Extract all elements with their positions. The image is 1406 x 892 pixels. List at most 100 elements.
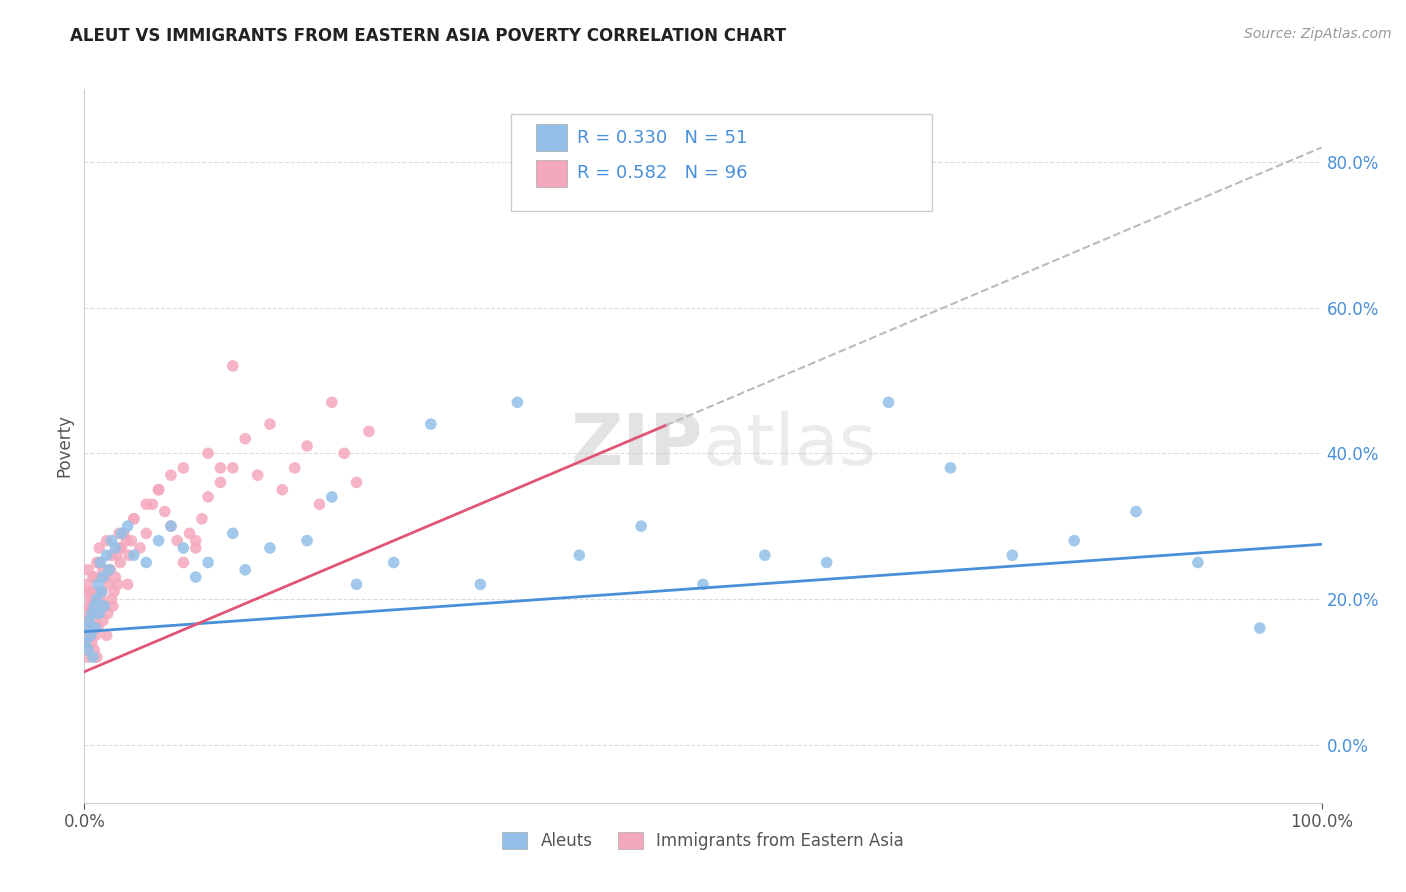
Text: ZIP: ZIP [571, 411, 703, 481]
Point [110, 541, 132, 555]
Y-axis label: Poverty: Poverty [55, 415, 73, 477]
Point [110, 526, 132, 541]
Point [79, 584, 101, 599]
Point [98, 563, 121, 577]
Point [346, 577, 368, 591]
Point [1249, 621, 1271, 635]
Point [172, 460, 194, 475]
Point [80, 635, 103, 649]
Point [1001, 548, 1024, 562]
Point [75, 635, 97, 649]
Point [506, 395, 529, 409]
Point [76, 621, 98, 635]
Point [197, 556, 219, 570]
Point [82, 621, 104, 635]
Point [939, 460, 962, 475]
Point [108, 541, 131, 555]
Point [76, 577, 98, 591]
Point [83, 614, 105, 628]
Point [141, 497, 163, 511]
Point [692, 577, 714, 591]
Point [89, 556, 111, 570]
Point [90, 584, 112, 599]
FancyBboxPatch shape [536, 160, 567, 187]
Point [233, 432, 256, 446]
Point [100, 591, 122, 606]
Point [80, 607, 103, 621]
Point [222, 359, 245, 373]
Point [1125, 504, 1147, 518]
Point [308, 497, 330, 511]
Point [80, 607, 103, 621]
Point [470, 577, 492, 591]
Point [77, 614, 100, 628]
Point [568, 548, 591, 562]
Point [79, 628, 101, 642]
Point [295, 439, 318, 453]
Text: atlas: atlas [703, 411, 877, 481]
Point [197, 446, 219, 460]
Point [77, 643, 100, 657]
Point [91, 614, 114, 628]
Point [93, 599, 115, 614]
Point [77, 650, 100, 665]
Point [148, 533, 170, 548]
Point [271, 483, 294, 497]
Point [191, 512, 214, 526]
Point [284, 460, 307, 475]
Point [754, 548, 776, 562]
Point [122, 512, 145, 526]
Point [98, 563, 121, 577]
Point [120, 533, 142, 548]
Point [96, 533, 118, 548]
Point [259, 417, 281, 432]
Point [79, 584, 101, 599]
Point [96, 628, 118, 642]
Point [76, 607, 98, 621]
Point [233, 563, 256, 577]
Point [419, 417, 441, 432]
Point [82, 591, 104, 606]
Point [86, 591, 108, 606]
Point [222, 526, 245, 541]
Point [135, 497, 157, 511]
Point [321, 395, 343, 409]
Point [91, 570, 114, 584]
Point [1187, 556, 1209, 570]
Text: R = 0.330   N = 51: R = 0.330 N = 51 [576, 128, 747, 146]
Point [79, 614, 101, 628]
Point [104, 570, 127, 584]
Point [118, 548, 141, 562]
Point [209, 475, 232, 490]
Point [135, 556, 157, 570]
Point [82, 650, 104, 665]
Point [101, 599, 124, 614]
Point [197, 490, 219, 504]
Point [87, 621, 110, 635]
Point [91, 563, 114, 577]
Point [89, 591, 111, 606]
Point [100, 548, 122, 562]
Point [103, 584, 125, 599]
Point [148, 483, 170, 497]
Point [246, 468, 269, 483]
Point [333, 446, 356, 460]
Point [97, 607, 120, 621]
Point [79, 591, 101, 606]
Point [160, 468, 183, 483]
Point [117, 577, 139, 591]
Point [112, 526, 135, 541]
Point [115, 533, 138, 548]
Text: Source: ZipAtlas.com: Source: ZipAtlas.com [1244, 27, 1392, 41]
Point [98, 577, 121, 591]
Point [382, 556, 405, 570]
Point [84, 628, 107, 642]
Point [96, 548, 118, 562]
Point [89, 607, 111, 621]
Text: R = 0.582   N = 96: R = 0.582 N = 96 [576, 164, 748, 182]
Point [259, 541, 281, 555]
Point [117, 519, 139, 533]
Point [135, 526, 157, 541]
Point [84, 621, 107, 635]
Point [172, 541, 194, 555]
